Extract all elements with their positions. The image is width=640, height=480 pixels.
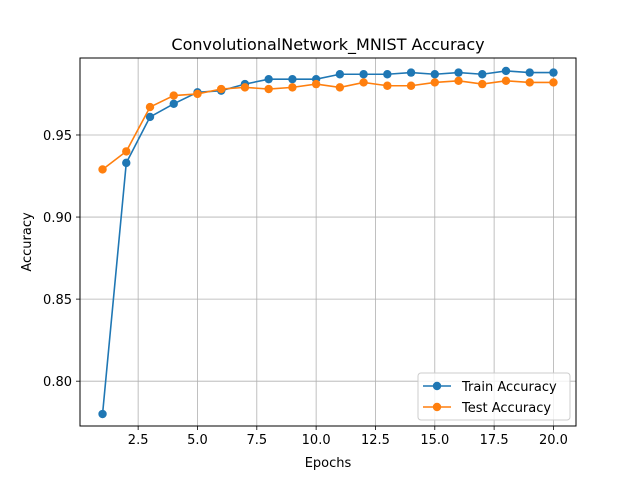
series-test-accuracy: [98, 76, 558, 174]
data-point: [525, 78, 534, 87]
legend-marker: [432, 402, 442, 412]
data-point: [145, 102, 155, 112]
legend-label: Test Accuracy: [461, 401, 551, 416]
data-point: [217, 84, 226, 94]
data-point: [430, 70, 439, 79]
data-point: [335, 83, 345, 92]
x-tick-label: 7.5: [246, 433, 267, 448]
data-point: [264, 84, 273, 94]
data-point: [359, 78, 368, 87]
data-point: [288, 83, 297, 92]
y-tick-label: 0.80: [43, 375, 72, 390]
data-point: [145, 112, 155, 122]
legend-marker: [432, 381, 442, 391]
data-point: [288, 74, 297, 84]
legend: Train Accuracy Test Accuracy: [417, 372, 571, 421]
data-point: [406, 68, 416, 77]
legend-box: [417, 372, 571, 421]
data-point: [122, 147, 131, 156]
data-point: [240, 83, 250, 92]
axes: 2.5 5.0 7.5 10.0 12.5 15.0 17.5 20.0 0.80 0.85 0.9…: [43, 129, 568, 448]
x-tick-label: 20.0: [539, 433, 568, 448]
data-point: [98, 409, 107, 419]
data-point: [264, 74, 273, 84]
data-point: [169, 99, 178, 108]
x-tick-label: 5.0: [187, 433, 208, 448]
x-tick-label: 10.0: [302, 433, 331, 448]
y-axis-label: Accuracy: [20, 212, 35, 272]
x-tick-label: 17.5: [480, 433, 509, 448]
data-point: [501, 66, 511, 76]
data-point: [383, 70, 392, 79]
legend-label: Train Accuracy: [461, 380, 557, 395]
data-point: [454, 76, 463, 86]
data-point: [193, 89, 202, 99]
chart-title: ConvolutionalNetwork_MNIST Accuracy: [171, 35, 484, 55]
data-point: [549, 68, 558, 77]
data-point: [454, 68, 463, 77]
data-point: [311, 79, 321, 89]
y-tick-label: 0.85: [43, 293, 72, 308]
data-point: [359, 70, 368, 79]
data-point: [383, 81, 392, 90]
x-tick-label: 2.5: [128, 433, 149, 448]
data-point: [430, 78, 439, 87]
data-point: [406, 81, 416, 90]
data-point: [335, 70, 345, 79]
data-point: [478, 70, 487, 79]
data-point: [478, 79, 487, 89]
x-tick-label: 15.0: [420, 433, 449, 448]
data-point: [98, 165, 107, 174]
data-point: [549, 78, 558, 87]
x-axis-label: Epochs: [305, 456, 352, 471]
y-tick-label: 0.90: [43, 211, 72, 226]
data-point: [501, 76, 511, 86]
data-point: [169, 91, 178, 100]
series-layer: [98, 66, 558, 419]
plot-frame: [79, 57, 577, 427]
grid: [80, 58, 576, 426]
y-tick-label: 0.95: [43, 129, 72, 144]
data-point: [122, 158, 131, 168]
data-point: [525, 68, 534, 77]
x-tick-label: 12.5: [361, 433, 390, 448]
